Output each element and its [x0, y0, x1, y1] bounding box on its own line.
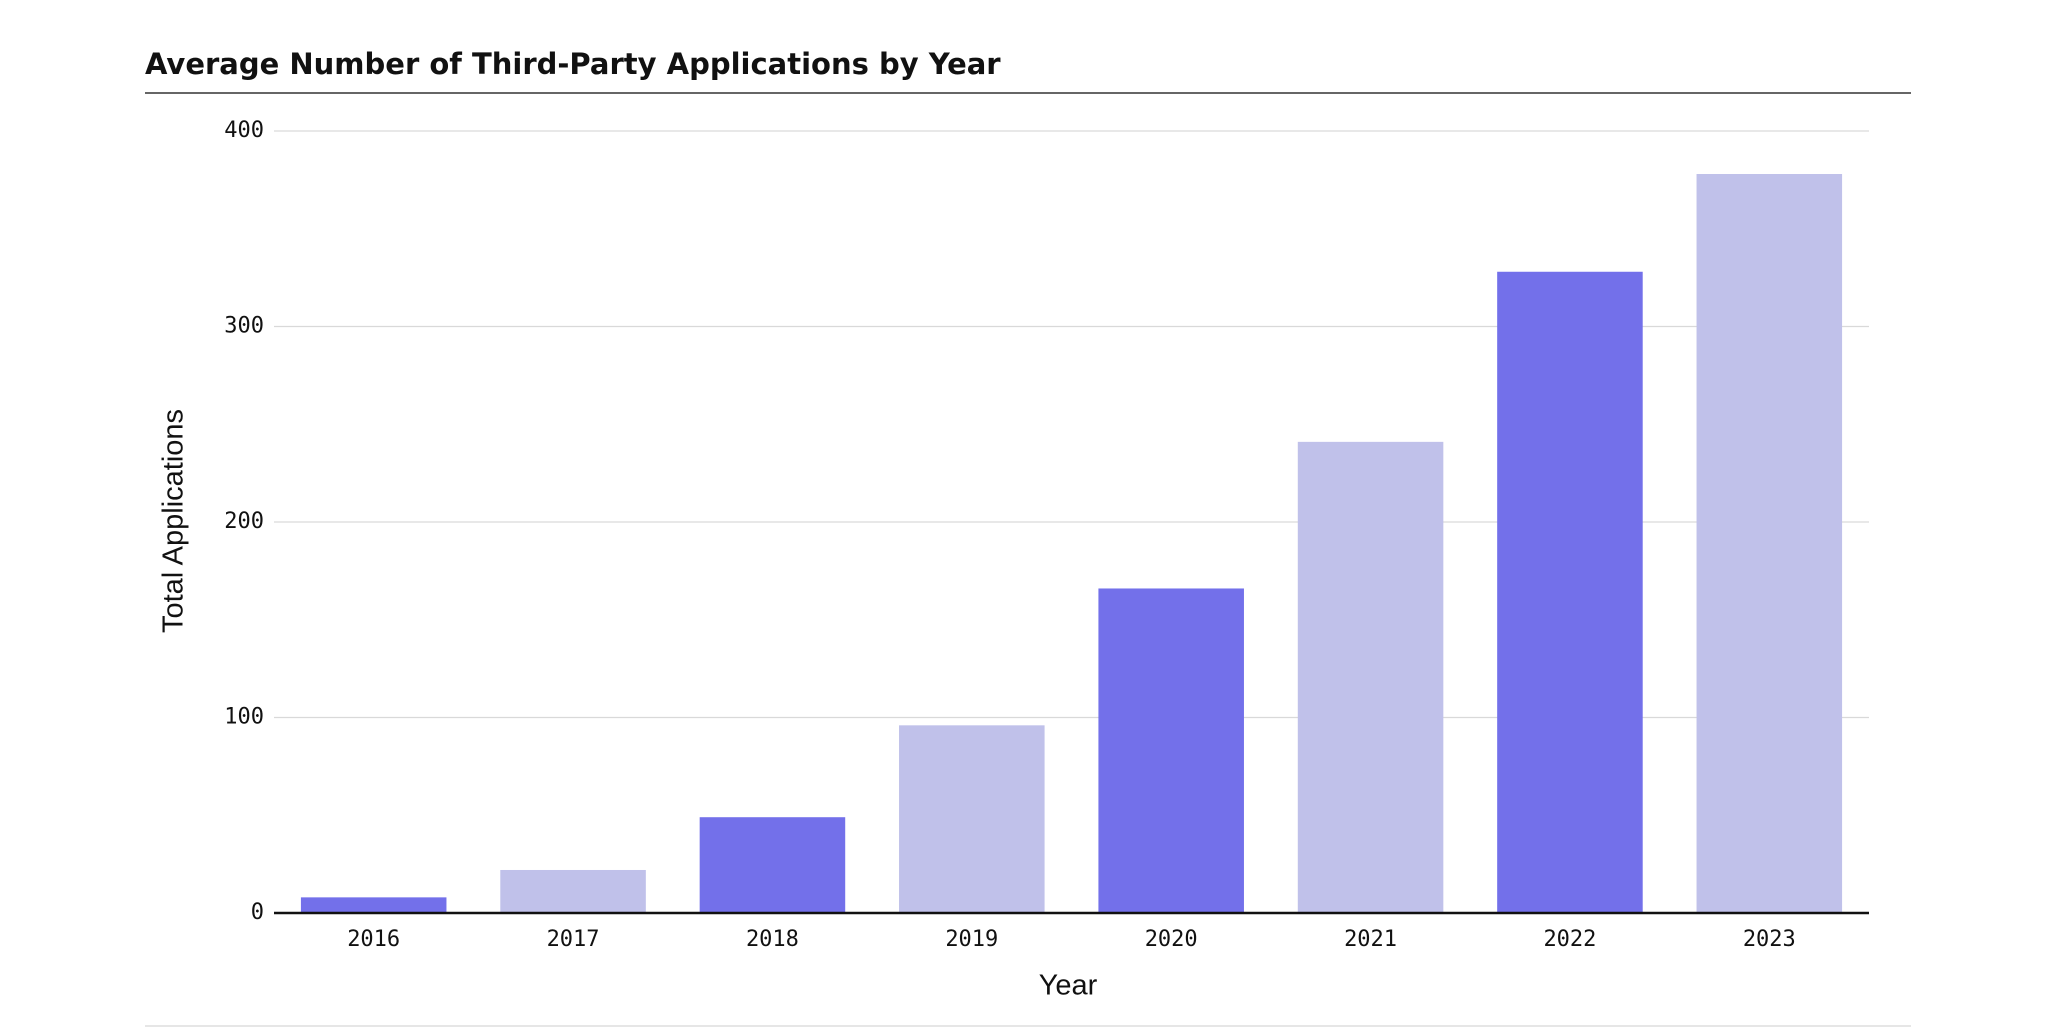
y-axis-title: Total Applications [158, 409, 190, 633]
bar [300, 897, 447, 913]
x-tick-label: 2019 [945, 927, 998, 952]
x-tick-label: 2020 [1145, 927, 1198, 952]
y-tick-label: 400 [224, 118, 264, 143]
x-tick-label: 2018 [746, 927, 799, 952]
x-tick-label: 2023 [1743, 927, 1796, 952]
x-axis-title: Year [1039, 970, 1098, 1002]
y-tick-label: 200 [224, 509, 264, 534]
bar [899, 725, 1045, 913]
y-tick-label: 0 [251, 900, 264, 925]
chart-title: Average Number of Third-Party Applicatio… [145, 47, 1001, 81]
x-tick-label: 2017 [547, 927, 600, 952]
x-tick-label: 2016 [347, 927, 400, 952]
bar [500, 869, 646, 913]
x-tick-label: 2022 [1543, 927, 1596, 952]
bar [699, 817, 846, 913]
bar [1297, 441, 1444, 913]
bar [1098, 588, 1244, 913]
y-tick-label: 100 [224, 705, 264, 730]
y-tick-label: 300 [224, 314, 264, 339]
bar [1497, 271, 1643, 913]
x-tick-label: 2021 [1344, 927, 1397, 952]
bar [1696, 174, 1843, 913]
